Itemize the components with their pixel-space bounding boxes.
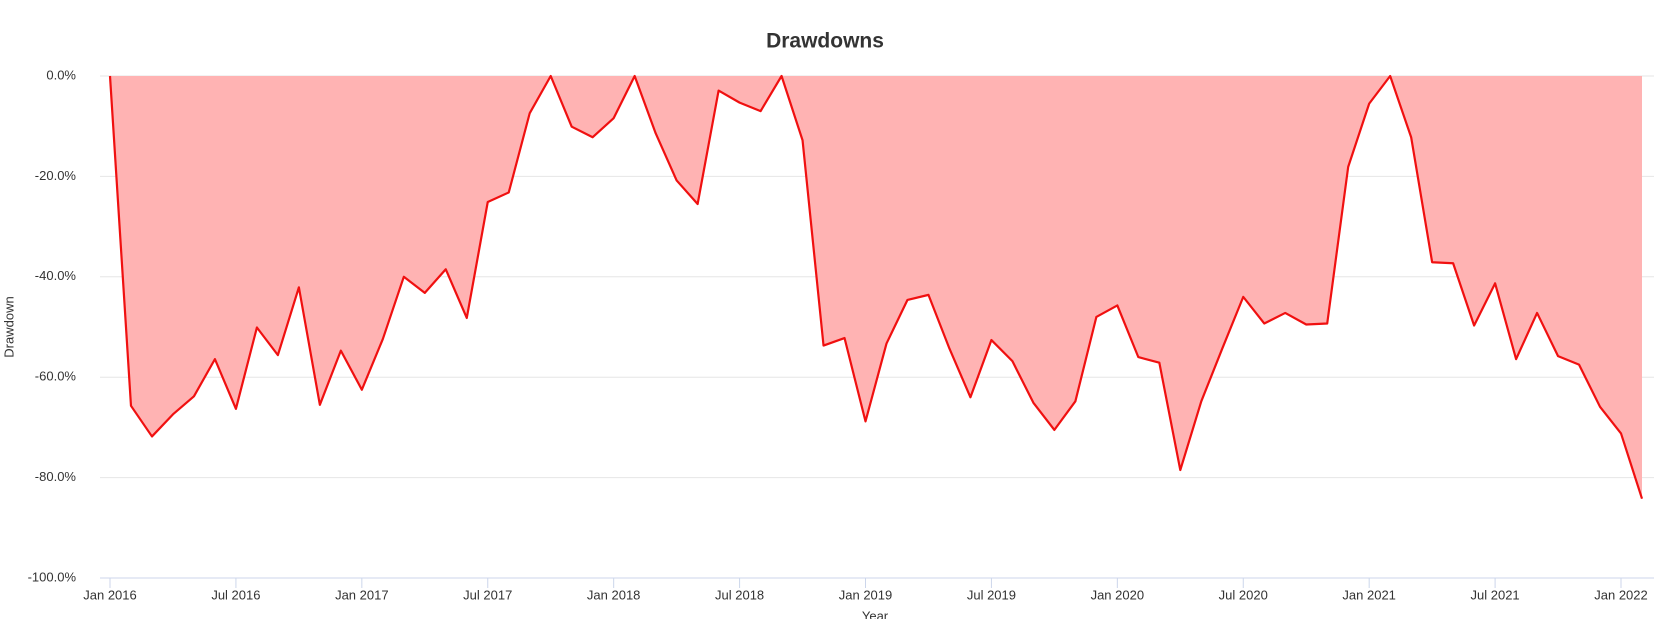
y-tick-label: -80.0% [35, 469, 77, 484]
x-tick-label: Jul 2018 [715, 587, 764, 602]
x-tick-label: Jul 2019 [967, 587, 1016, 602]
x-tick-label: Jul 2017 [463, 587, 512, 602]
y-tick-label: -100.0% [28, 569, 77, 584]
x-tick-label: Jan 2020 [1091, 587, 1145, 602]
y-tick-label: -20.0% [35, 168, 77, 183]
area-fill [110, 76, 1642, 499]
x-tick-label: Jul 2016 [211, 587, 260, 602]
x-tick-label: Jan 2021 [1342, 587, 1396, 602]
x-tick-label: Jan 2018 [587, 587, 641, 602]
x-tick-label: Jan 2019 [839, 587, 893, 602]
x-tick-label: Jul 2020 [1219, 587, 1268, 602]
line [108, 74, 1644, 500]
x-tick-label: Jan 2016 [83, 587, 137, 602]
y-axis-label: Drawdown [1, 296, 16, 357]
x-tick-label: Jan 2017 [335, 587, 389, 602]
y-tick-label: -60.0% [35, 369, 77, 384]
x-tick-label: Jul 2021 [1471, 587, 1520, 602]
x-axis-label: Year [862, 608, 889, 619]
y-tick-label: -40.0% [35, 268, 77, 283]
y-tick-label: 0.0% [46, 67, 76, 82]
chart-title: Drawdowns [766, 30, 884, 53]
x-tick-label: Jan 2022 [1594, 587, 1648, 602]
